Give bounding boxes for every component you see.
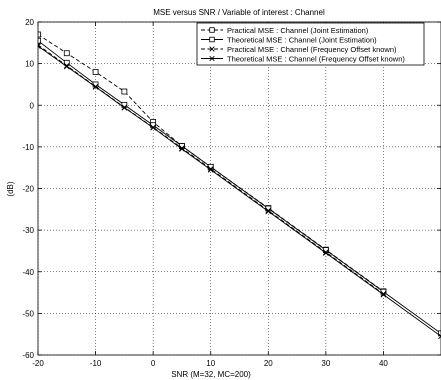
- data-point: [121, 88, 128, 95]
- x-tick-label: -20: [32, 359, 44, 368]
- legend-marker: [209, 36, 215, 43]
- legend-label: Practical MSE : Channel (Frequency Offse…: [227, 45, 397, 54]
- legend-entry: Practical MSE : Channel (Frequency Offse…: [201, 45, 397, 54]
- data-point: [179, 146, 185, 152]
- y-tick-label: -30: [22, 226, 34, 235]
- data-point: [380, 291, 387, 298]
- y-tick-label: 20: [25, 18, 34, 27]
- data-point: [92, 84, 99, 90]
- legend-entry: Theoretical MSE : Channel (Frequency Off…: [201, 54, 405, 63]
- data-point: [38, 42, 41, 48]
- y-tick-label: -40: [22, 268, 34, 277]
- y-tick-label: -60: [22, 351, 34, 360]
- legend-label: Theoretical MSE : Channel (Frequency Off…: [227, 54, 405, 63]
- y-axis-label: (dB): [6, 181, 15, 196]
- x-axis-label: SNR (M=32, MC=200): [171, 370, 251, 379]
- series-line: [38, 34, 384, 292]
- data-point: [438, 333, 441, 340]
- data-point: [323, 250, 329, 256]
- data-point: [38, 37, 41, 44]
- x-tick-label: 30: [321, 359, 330, 368]
- legend-marker: [209, 46, 215, 52]
- data-point: [38, 43, 41, 49]
- x-tick-label: 20: [264, 359, 273, 368]
- y-tick-label: -50: [22, 309, 34, 318]
- data-point: [207, 166, 214, 173]
- legend: Practical MSE : Channel (Joint Estimatio…: [196, 22, 425, 66]
- legend-marker: [209, 27, 215, 33]
- series-4: [38, 43, 441, 340]
- legend-marker: [209, 55, 215, 62]
- x-tick-label: 0: [151, 359, 156, 368]
- legend-entry: Theoretical MSE : Channel (Joint Estimat…: [201, 35, 377, 44]
- chart-title: MSE versus SNR / Variable of interest : …: [153, 8, 325, 17]
- x-tick-label: -10: [90, 359, 102, 368]
- data-point: [121, 104, 128, 111]
- data-point: [63, 50, 70, 57]
- data-point: [38, 31, 41, 38]
- legend-label: Practical MSE : Channel (Joint Estimatio…: [227, 26, 369, 35]
- data-point: [63, 63, 70, 70]
- data-point: [92, 69, 99, 75]
- data-point: [150, 124, 156, 131]
- legend-entry: Practical MSE : Channel (Joint Estimatio…: [201, 26, 369, 35]
- data-point: [265, 208, 272, 215]
- legend-label: Theoretical MSE : Channel (Joint Estimat…: [227, 35, 377, 44]
- series-line: [38, 44, 384, 295]
- x-tick-label: 40: [379, 359, 388, 368]
- y-tick-label: 10: [25, 60, 34, 69]
- x-tick-label: 10: [206, 359, 215, 368]
- y-tick-label: 0: [30, 101, 35, 110]
- y-tick-label: -20: [22, 185, 34, 194]
- y-tick-label: -10: [22, 143, 34, 152]
- legend-box: [196, 22, 425, 66]
- data-point: [438, 330, 441, 337]
